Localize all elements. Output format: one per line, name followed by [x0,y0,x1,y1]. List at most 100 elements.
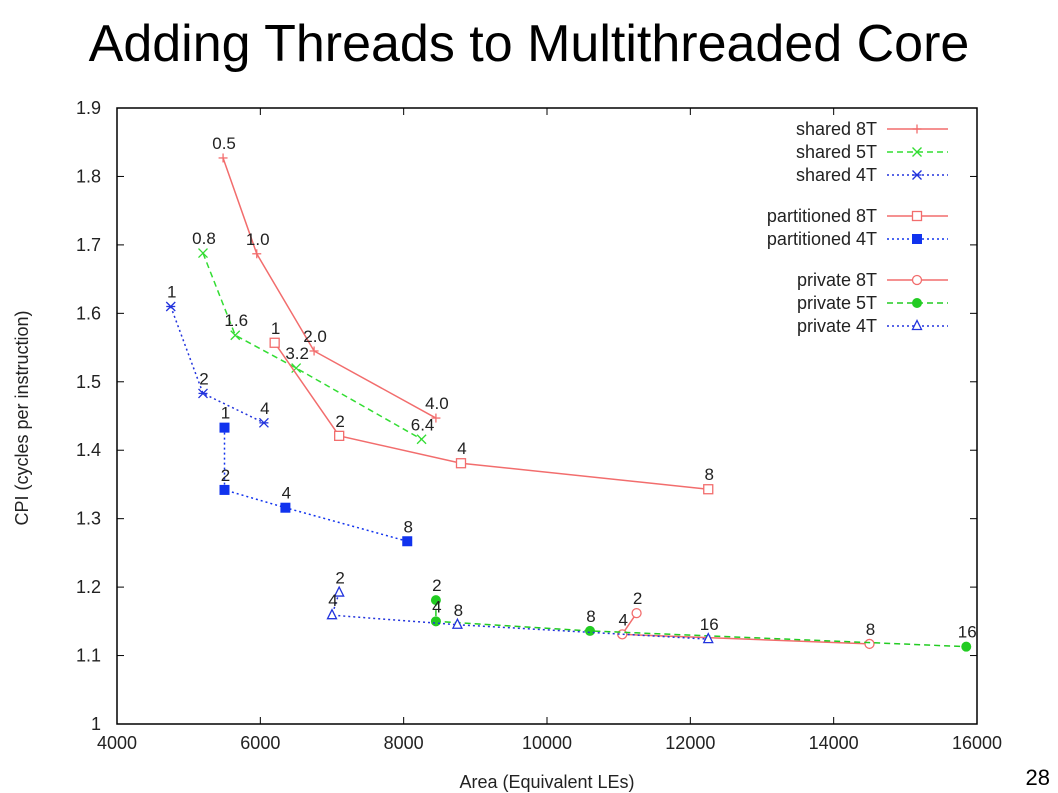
series-layer: 0.51.02.04.00.81.63.26.41241248124824824… [165,134,977,652]
data-label: 4 [619,610,628,629]
legend-item-shared-4t: shared 4T [796,165,948,185]
data-point [219,484,230,495]
data-label: 1.6 [224,311,248,330]
y-tick-label: 1.4 [76,440,101,460]
series-line [274,342,709,490]
series-line [170,306,265,424]
data-label: 4.0 [425,394,449,413]
legend-item-partitioned-4t: partitioned 4T [767,229,948,249]
plot-frame [116,107,978,725]
data-point [864,638,875,650]
legend-item-shared-8t: shared 8T [796,119,948,139]
data-label: 8 [866,620,875,639]
data-point [430,595,441,606]
legend-item-private-5t: private 5T [797,293,948,313]
series-line [330,592,709,640]
series-line [620,612,870,645]
x-tick-label: 8000 [384,733,424,753]
axes: 4000 6000 8000 10000 12000 14000 16000 1 1.1 1.2 1… [76,98,1002,753]
series-partitioned-8t: 1 2 4 8 [269,319,714,495]
x-axis-label: Area (Equivalent LEs) [459,772,634,792]
data-point [252,249,262,259]
data-label: 6.4 [411,415,435,434]
y-tick-label: 1.7 [76,235,101,255]
legend-label: private 4T [797,316,877,336]
data-label: 1 [221,404,230,423]
legend-label: shared 4T [796,165,877,185]
y-tick-label: 1.8 [76,166,101,186]
data-label: 16 [700,615,719,634]
data-label: 0.8 [192,229,216,248]
legend-label: shared 5T [796,142,877,162]
data-point [218,153,228,163]
legend-marker [912,298,922,308]
x-tick-label: 14000 [809,733,859,753]
y-tick-label: 1.1 [76,646,101,666]
data-label: 1.0 [246,230,270,249]
data-label: 1 [167,282,176,301]
data-label: 4 [328,591,337,610]
legend-marker [911,274,923,286]
series-partitioned-4t: 1 2 4 8 [219,404,413,547]
data-label: 0.5 [212,134,236,153]
legend-label: private 8T [797,270,877,290]
legend-label: private 5T [797,293,877,313]
data-label: 2 [335,569,344,588]
series-private-8t: 24 8 [617,589,875,650]
series-shared-5t: 0.8 1.6 3.2 6.4 [192,229,435,445]
series-shared-8t: 0.5 1.0 2.0 4.0 [212,134,449,423]
x-tick-label: 12000 [665,733,715,753]
data-label: 2 [633,589,642,608]
data-label: 8 [586,607,595,626]
y-axis-label: CPI (cycles per instruction) [12,310,32,525]
data-label: 4 [282,484,291,503]
data-label: 2 [221,466,230,485]
y-tick-label: 1.9 [76,98,101,118]
legend: shared 8T shared 5T shared 4T partitioned 8… [767,119,948,336]
legend-label: shared 8T [796,119,877,139]
legend-label: partitioned 8T [767,206,877,226]
data-label: 2.0 [303,327,327,346]
data-point [280,502,291,513]
data-point [455,458,467,469]
legend-marker [912,234,922,244]
legend-item-shared-5t: shared 5T [796,142,948,162]
data-label: 4 [432,597,441,616]
data-point [326,608,338,620]
legend-marker [911,210,923,222]
data-point [451,617,463,629]
data-point [198,388,208,399]
legend-marker [911,319,923,331]
data-point [961,641,972,652]
y-tick-label: 1.6 [76,303,101,323]
data-point [416,434,427,445]
legend-label: partitioned 4T [767,229,877,249]
data-point [230,330,241,341]
series-line [202,252,422,440]
data-label: 2 [432,576,441,595]
y-tick-label: 1 [91,714,101,734]
data-point [291,363,302,374]
x-tick-label: 16000 [952,733,1002,753]
series-line [435,600,967,648]
data-label: 8 [454,601,463,620]
series-line [222,157,437,419]
data-point [631,607,642,619]
data-point [165,301,176,312]
data-point [585,625,595,636]
data-point [309,346,319,356]
x-tick-label: 6000 [240,733,280,753]
legend-item-private-4t: private 4T [797,316,948,336]
legend-marker [912,170,922,180]
legend-item-partitioned-8t: partitioned 8T [767,206,948,226]
x-tick-label: 4000 [97,733,137,753]
data-label: 2 [199,369,208,388]
data-label: 1 [271,319,280,338]
data-label: 3.2 [285,344,309,363]
data-label: 2 [335,412,344,431]
data-label: 4 [457,439,466,458]
y-tick-label: 1.5 [76,372,101,392]
